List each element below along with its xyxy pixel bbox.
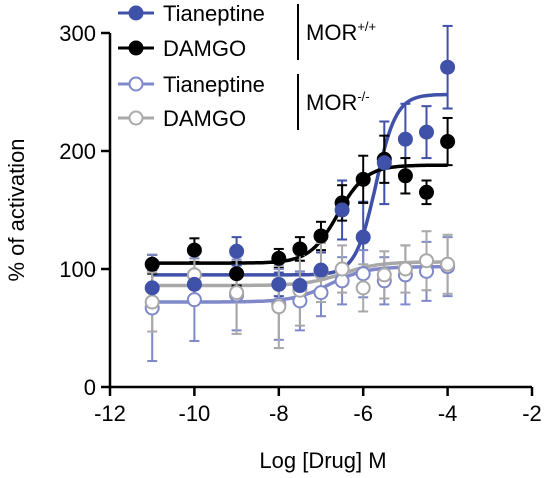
data-point-1	[397, 168, 413, 184]
data-point-2	[313, 285, 329, 301]
x-ticks: -12 -10 -8 -6 -4 -2	[94, 387, 542, 426]
data-point-0	[419, 124, 434, 140]
y-ticks: 0 100 200 300	[59, 21, 110, 400]
data-point-3	[376, 267, 392, 283]
legend-entry-damgo-wt: DAMGO	[118, 36, 246, 61]
y-tick-label: 300	[59, 21, 96, 46]
legend-entry-tianeptine-ko: Tianeptine	[118, 72, 265, 97]
data-point-1	[144, 256, 160, 272]
data-point-3	[334, 261, 350, 277]
data-point-3	[397, 261, 413, 277]
data-point-0	[186, 276, 202, 292]
data-point-0	[440, 59, 456, 75]
data-point-0	[397, 131, 413, 147]
data-point-1	[440, 134, 456, 150]
data-point-1	[419, 184, 434, 200]
legend-entry-tianeptine-wt: Tianeptine	[118, 1, 265, 26]
legend-entry-damgo-ko: DAMGO	[118, 106, 246, 131]
x-tick-label: -12	[94, 401, 126, 426]
data-point-1	[292, 241, 308, 257]
x-axis-label: Log [Drug] M	[259, 448, 386, 473]
legend-label: Tianeptine	[163, 72, 265, 97]
legend: Tianeptine DAMGO MOR+/+ Tianeptine DAMGO…	[118, 1, 376, 131]
x-tick-label: -8	[269, 401, 289, 426]
x-tick-label: -10	[179, 401, 211, 426]
data-point-0	[229, 243, 245, 259]
legend-marker-filled	[128, 5, 144, 21]
legend-marker-open	[128, 76, 144, 92]
data-point-1	[186, 242, 202, 258]
data-point-0	[313, 262, 329, 278]
data-point-0	[144, 280, 160, 296]
legend-marker-open	[128, 110, 144, 126]
data-point-2	[186, 292, 202, 308]
axes	[108, 33, 532, 389]
x-tick-label: -4	[438, 401, 458, 426]
data-point-0	[376, 155, 392, 171]
legend-label: DAMGO	[163, 106, 246, 131]
data-point-0	[355, 229, 371, 245]
data-point-3	[271, 299, 287, 315]
x-tick-label: -6	[353, 401, 373, 426]
legend-group-ko: MOR-/-	[306, 89, 370, 115]
data-points	[144, 59, 456, 316]
x-tick-label: -2	[522, 401, 542, 426]
legend-group-wt: MOR+/+	[306, 19, 376, 45]
y-tick-label: 100	[59, 257, 96, 282]
legend-label: DAMGO	[163, 36, 246, 61]
data-point-0	[271, 276, 287, 292]
y-tick-label: 0	[84, 375, 96, 400]
data-point-2	[355, 266, 371, 282]
data-point-3	[419, 253, 434, 269]
data-point-3	[229, 285, 245, 301]
y-axis-label: % of activation	[4, 138, 29, 281]
data-point-1	[271, 250, 287, 266]
data-point-3	[355, 280, 371, 296]
data-point-3	[144, 294, 160, 310]
legend-label: Tianeptine	[163, 1, 265, 26]
legend-marker-filled	[128, 40, 144, 56]
data-point-0	[292, 278, 308, 294]
data-point-1	[313, 228, 329, 244]
y-tick-label: 200	[59, 139, 96, 164]
data-point-1	[229, 266, 245, 282]
data-point-0	[334, 202, 350, 218]
data-point-3	[440, 256, 456, 272]
data-point-1	[355, 171, 371, 187]
